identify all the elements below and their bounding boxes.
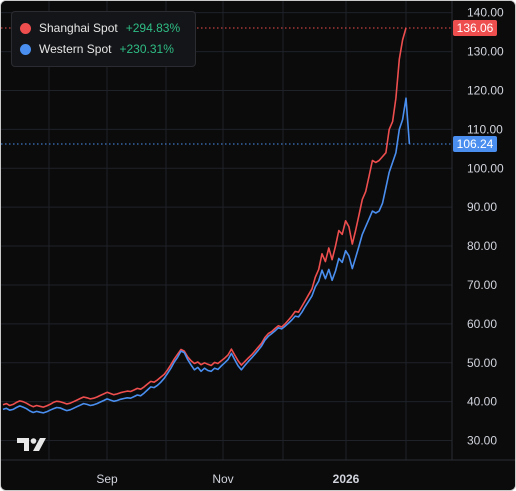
y-tick-label: 140.00: [467, 6, 504, 20]
grid-horizontal: [1, 12, 452, 442]
y-tick-label: 30.00: [467, 434, 497, 448]
last-value-badge: [453, 135, 497, 152]
tradingview-logo-icon[interactable]: [16, 435, 48, 455]
x-tick-label: 2026: [333, 472, 360, 486]
y-tick-label: 100.00: [467, 161, 504, 175]
last-value-label: 106.24: [457, 137, 494, 151]
legend-item-shanghai[interactable]: Shanghai Spot +294.83%: [20, 18, 180, 38]
time-axis[interactable]: Sep Nov 2026: [96, 472, 359, 486]
last-value-label: 136.06: [457, 21, 494, 35]
x-tick-label: Nov: [212, 472, 233, 486]
y-tick-label: 110.00: [467, 122, 503, 136]
y-tick-label: 60.00: [467, 317, 497, 331]
y-tick-label: 50.00: [467, 356, 497, 370]
last-value-lines: [1, 27, 452, 145]
legend-change: +230.31%: [119, 42, 174, 56]
legend-label: Shanghai Spot: [39, 21, 118, 35]
y-tick-label: 90.00: [467, 200, 497, 214]
price-axis[interactable]: 140.00 130.00 120.00 110.00 100.00 90.00 80.00…: [467, 6, 504, 448]
legend-label: Western Spot: [39, 42, 112, 56]
series-layer: [2, 27, 411, 414]
x-tick-label: Sep: [96, 472, 118, 486]
grid-vertical: [48, 1, 407, 460]
legend-change: +294.83%: [125, 21, 181, 35]
series-line-western: [2, 97, 411, 414]
y-tick-label: 80.00: [467, 239, 497, 253]
shanghai-dot-icon: [20, 22, 31, 34]
y-tick-label: 70.00: [467, 278, 497, 292]
y-tick-label: 130.00: [467, 45, 504, 59]
last-value-badges: 136.06 106.24: [453, 19, 497, 152]
series-line-shanghai: [2, 27, 407, 408]
western-dot-icon: [20, 43, 31, 55]
last-value-badge: [453, 19, 497, 36]
chart-legend: Shanghai Spot +294.83% Western Spot +230…: [11, 11, 196, 67]
y-tick-label: 40.00: [467, 395, 497, 409]
y-tick-label: 120.00: [467, 83, 504, 97]
legend-item-western[interactable]: Western Spot +230.31%: [20, 39, 174, 59]
